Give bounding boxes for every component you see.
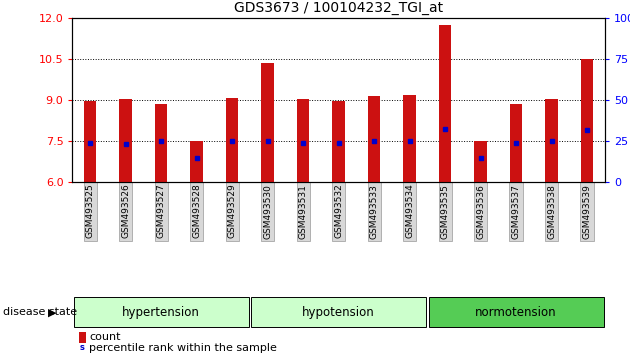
Text: hypertension: hypertension	[122, 306, 200, 319]
Text: s: s	[80, 343, 85, 352]
Bar	[297, 99, 309, 182]
Bar	[84, 101, 96, 182]
Bar	[261, 63, 274, 182]
Text: hypotension: hypotension	[302, 306, 375, 319]
Bar	[546, 99, 558, 182]
Text: disease state: disease state	[3, 307, 77, 318]
Title: GDS3673 / 100104232_TGI_at: GDS3673 / 100104232_TGI_at	[234, 1, 443, 15]
Bar	[510, 104, 522, 182]
Bar	[120, 99, 132, 182]
Bar	[155, 104, 168, 182]
Text: ▶: ▶	[48, 307, 57, 318]
Text: normotension: normotension	[475, 306, 557, 319]
Text: count: count	[89, 332, 121, 342]
Bar	[474, 141, 487, 182]
Bar	[226, 98, 238, 182]
Bar	[581, 59, 593, 182]
Bar	[439, 24, 451, 182]
Bar	[368, 96, 381, 182]
Bar	[333, 101, 345, 182]
Bar	[403, 95, 416, 182]
Bar	[190, 141, 203, 182]
Text: percentile rank within the sample: percentile rank within the sample	[89, 343, 277, 353]
